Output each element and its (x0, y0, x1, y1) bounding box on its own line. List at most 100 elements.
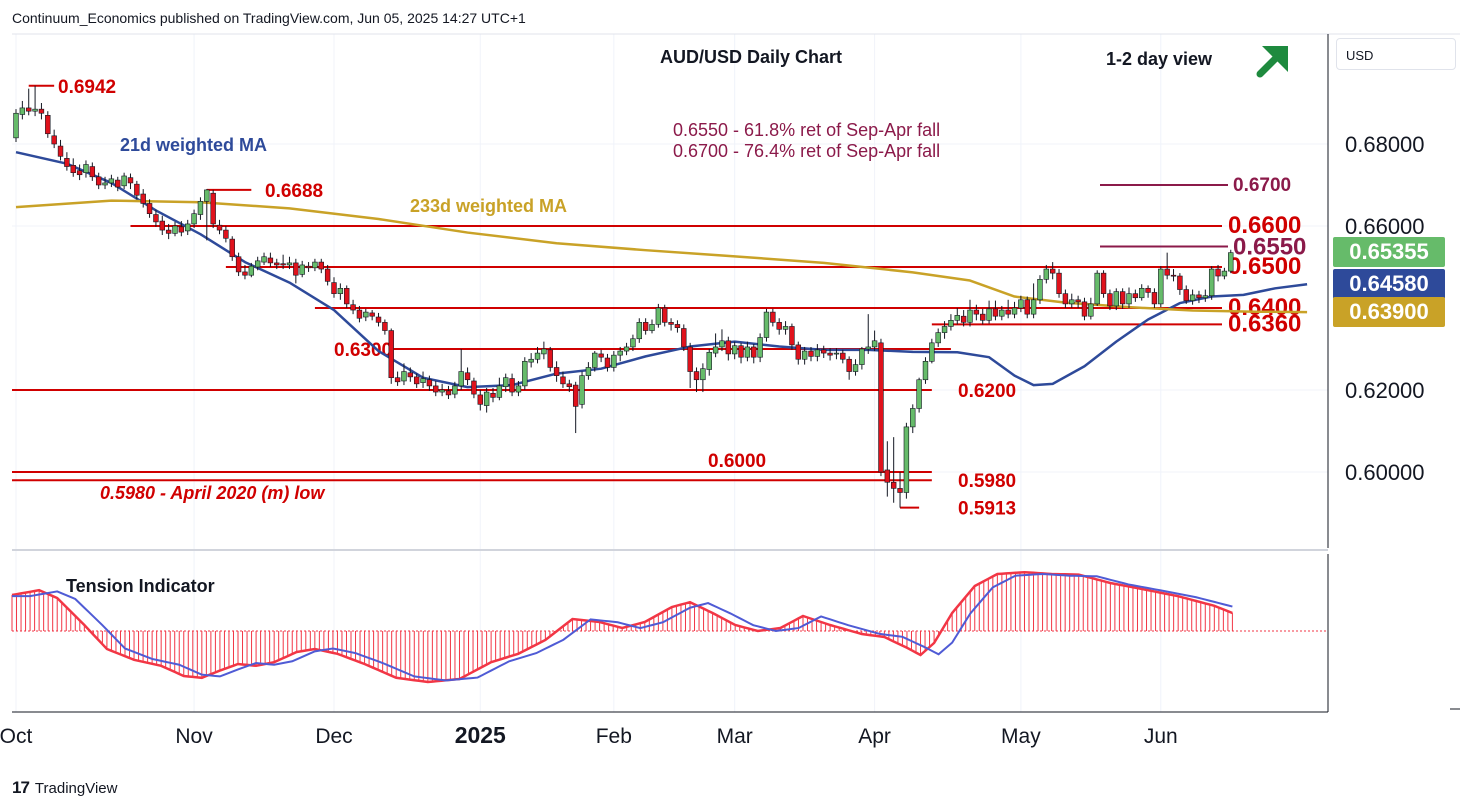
candle[interactable] (1151, 288, 1158, 308)
candle[interactable] (1049, 262, 1056, 280)
candle[interactable] (1018, 295, 1024, 313)
candle[interactable] (496, 377, 503, 401)
candle[interactable] (922, 357, 929, 384)
candle[interactable] (204, 189, 210, 241)
candle[interactable] (280, 254, 286, 270)
candle[interactable] (636, 318, 642, 343)
candle[interactable] (452, 381, 458, 399)
candle[interactable] (216, 219, 223, 235)
candle[interactable] (344, 285, 350, 308)
candle[interactable] (420, 371, 426, 388)
candle[interactable] (662, 304, 668, 327)
candle[interactable] (286, 256, 293, 270)
candle[interactable] (165, 223, 172, 240)
candle[interactable] (70, 158, 76, 177)
candle[interactable] (369, 310, 375, 321)
candle[interactable] (649, 319, 655, 334)
candle[interactable] (630, 334, 636, 352)
candle[interactable] (274, 258, 280, 270)
candle[interactable] (305, 262, 312, 272)
candle[interactable] (471, 377, 477, 399)
candle[interactable] (782, 321, 789, 335)
candle[interactable] (1113, 288, 1119, 311)
candle[interactable] (1126, 287, 1132, 309)
candle[interactable] (1011, 301, 1018, 319)
candle[interactable] (185, 219, 191, 236)
candle[interactable] (127, 173, 134, 190)
candle[interactable] (674, 320, 681, 333)
candle[interactable] (108, 174, 115, 188)
candle[interactable] (604, 353, 611, 372)
candle[interactable] (706, 349, 712, 376)
candle[interactable] (407, 367, 414, 382)
candle[interactable] (948, 314, 954, 331)
candle[interactable] (121, 172, 127, 190)
candle[interactable] (76, 164, 83, 181)
candle[interactable] (153, 209, 159, 227)
candle[interactable] (267, 252, 274, 267)
candle[interactable] (1088, 297, 1094, 320)
candle[interactable] (795, 341, 801, 365)
candle[interactable] (566, 379, 573, 393)
candle[interactable] (910, 404, 916, 434)
candle[interactable] (477, 390, 483, 411)
candle[interactable] (585, 362, 592, 380)
candle[interactable] (32, 85, 38, 117)
candle[interactable] (242, 264, 248, 280)
candle[interactable] (700, 363, 706, 393)
candle[interactable] (1183, 285, 1189, 304)
candle[interactable] (515, 380, 522, 397)
candle[interactable] (254, 256, 261, 271)
candle[interactable] (350, 299, 356, 315)
candle[interactable] (382, 319, 388, 335)
candle[interactable] (808, 346, 814, 362)
candle[interactable] (356, 305, 363, 323)
candle[interactable] (1037, 275, 1043, 304)
candle[interactable] (992, 300, 999, 321)
candle[interactable] (693, 367, 700, 393)
candle[interactable] (1132, 289, 1139, 302)
candle[interactable] (770, 308, 776, 327)
candle[interactable] (229, 236, 235, 261)
candle[interactable] (331, 277, 337, 298)
candle[interactable] (146, 199, 153, 218)
candle[interactable] (13, 109, 19, 142)
candle[interactable] (102, 176, 108, 190)
candle[interactable] (363, 308, 369, 322)
candle[interactable] (833, 348, 840, 360)
candle[interactable] (1119, 288, 1126, 309)
candle[interactable] (592, 351, 598, 372)
candle[interactable] (884, 441, 891, 497)
candle[interactable] (897, 472, 903, 508)
candle[interactable] (210, 189, 216, 229)
candle[interactable] (846, 356, 852, 380)
candle[interactable] (197, 197, 204, 220)
candle[interactable] (45, 111, 51, 138)
candle[interactable] (1094, 270, 1100, 306)
candle[interactable] (223, 226, 229, 243)
candle[interactable] (916, 377, 922, 413)
candle[interactable] (1100, 270, 1107, 298)
candle[interactable] (986, 300, 992, 324)
candle[interactable] (1158, 266, 1164, 308)
candle[interactable] (464, 367, 471, 386)
candle[interactable] (859, 346, 865, 370)
candle[interactable] (312, 258, 318, 272)
candle[interactable] (89, 162, 96, 181)
candle[interactable] (140, 189, 146, 208)
candle[interactable] (681, 324, 687, 352)
candle[interactable] (38, 103, 45, 120)
candle[interactable] (1177, 273, 1183, 295)
candle[interactable] (503, 373, 509, 393)
candle[interactable] (1056, 269, 1062, 298)
candle[interactable] (401, 363, 407, 386)
candle[interactable] (553, 361, 560, 382)
candle[interactable] (445, 385, 452, 400)
candle[interactable] (572, 381, 579, 434)
candle[interactable] (712, 333, 719, 358)
candle[interactable] (579, 371, 585, 409)
candle[interactable] (751, 344, 757, 364)
candle[interactable] (115, 176, 121, 192)
candle[interactable] (1202, 289, 1209, 302)
